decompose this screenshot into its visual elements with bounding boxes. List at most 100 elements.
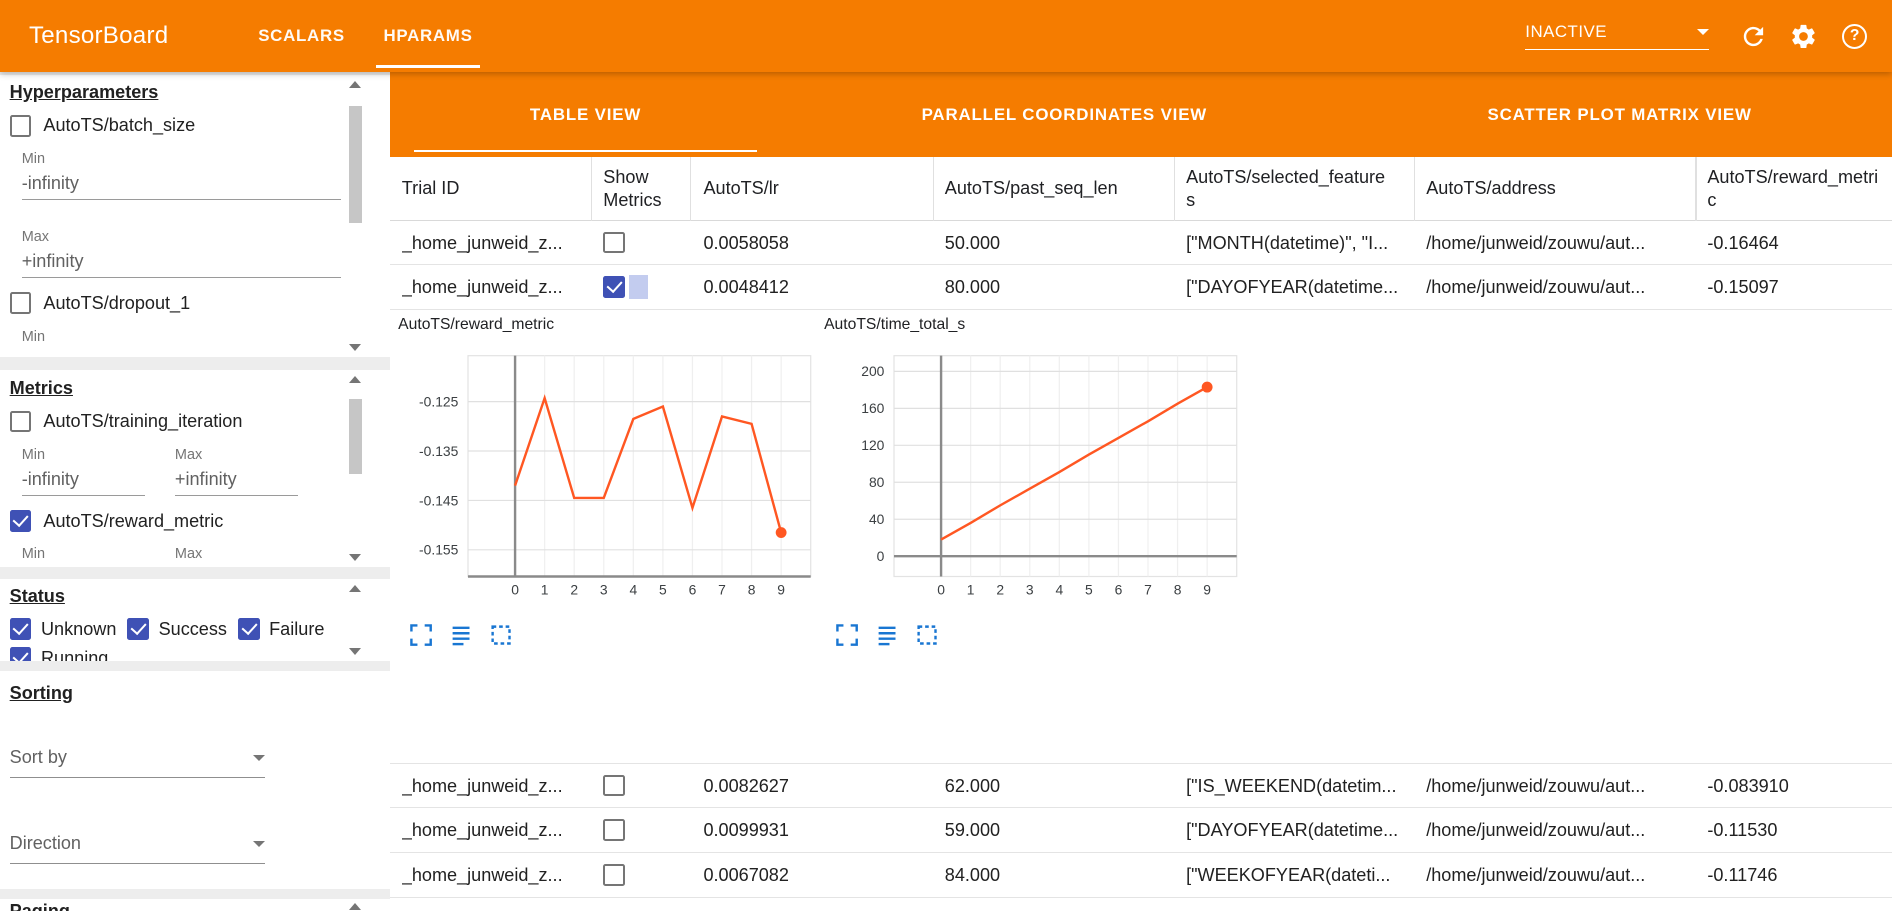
column-divider [1174,156,1176,221]
status-option-unknown[interactable]: Unknown [9,618,116,640]
show-metrics-checkbox[interactable] [603,231,626,254]
training-iteration-min-input[interactable]: -infinity [21,469,145,496]
status-option-failure[interactable]: Failure [237,618,324,640]
checkbox[interactable] [9,618,32,640]
gear-icon[interactable] [1788,21,1819,52]
scroll-up-icon[interactable] [348,902,361,910]
header-actions: INACTIVE [1525,0,1892,72]
reload-status-select[interactable]: INACTIVE [1525,22,1709,51]
section-scrollbar[interactable] [348,579,362,661]
checkbox[interactable] [9,410,32,433]
section-scrollbar[interactable] [348,370,362,567]
cell-past-seq-len: 62.000 [944,775,1001,796]
sort-by-select[interactable]: Sort by [9,747,266,778]
hparam-batch-size-toggle[interactable]: AutoTS/batch_size [9,115,380,137]
metric-reward-metric-toggle[interactable]: AutoTS/reward_metric [9,510,380,532]
table-header-row: Trial ID Show Metrics AutoTS/lr AutoTS/p… [389,156,1892,221]
batch-size-min-input[interactable]: -infinity [21,173,342,201]
column-header-selected-features[interactable]: AutoTS/selected_features [1186,166,1386,210]
tab-scatter-plot-matrix-view[interactable]: SCATTER PLOT MATRIX VIEW [1487,104,1752,124]
checkbox[interactable] [237,618,260,640]
chart-canvas-holder: 0 40 80 120 160 200 0 1 2 3 4 5 6 7 8 9 [818,340,1243,617]
direction-select[interactable]: Direction [9,833,266,864]
checkbox[interactable] [9,115,32,137]
cell-selected-features: ["WEEKOFYEAR(dateti... [1186,865,1391,886]
show-metrics-checkbox[interactable] [603,276,626,299]
column-divider [932,156,934,221]
column-header-past-seq-len[interactable]: AutoTS/past_seq_len [944,178,1118,199]
svg-text:3: 3 [1026,582,1034,598]
app-header: TensorBoard SCALARS HPARAMS INACTIVE [0,0,1892,73]
scroll-up-icon[interactable] [348,585,361,593]
scrollbar-thumb[interactable] [348,399,362,475]
chart-title: AutoTS/reward_metric [398,316,555,334]
checkbox-ripple [628,275,648,300]
section-title-metrics: Metrics [9,377,73,398]
maximize-icon[interactable] [409,623,433,647]
metric-training-iteration-toggle[interactable]: AutoTS/training_iteration [9,410,380,433]
max-label: Max [174,446,203,463]
dropout-min-input[interactable] [22,351,342,358]
min-label: Min [21,446,46,463]
status-option-running[interactable]: Running [9,647,108,662]
column-header-trial-id[interactable]: Trial ID [401,178,460,199]
scroll-down-icon[interactable] [348,344,361,351]
tab-hparams[interactable]: HPARAMS [364,0,492,72]
column-header-lr[interactable]: AutoTS/lr [703,178,779,199]
checkbox[interactable] [127,618,149,640]
maximize-icon[interactable] [835,623,859,647]
min-label: Min [21,546,46,563]
table-row: _home_junweid_z... 0.0099931 59.000 ["DA… [389,808,1892,854]
chart-plot[interactable]: 0 40 80 120 160 200 0 1 2 3 4 5 6 7 8 9 [818,340,1243,611]
show-metrics-checkbox[interactable] [603,819,626,841]
column-header-address[interactable]: AutoTS/address [1426,178,1556,199]
cell-reward-metric: -0.16464 [1707,232,1779,253]
reset-zoom-icon[interactable] [915,623,939,647]
min-label: Min [21,328,46,345]
data-table-icon[interactable] [875,623,899,647]
help-icon[interactable] [1839,21,1870,52]
data-table-icon[interactable] [449,623,473,647]
svg-text:5: 5 [1085,582,1093,598]
section-scrollbar[interactable] [348,899,362,911]
metric-label: AutoTS/reward_metric [43,510,224,531]
status-option-success[interactable]: Success [127,618,227,640]
scroll-down-icon[interactable] [348,554,361,561]
chart-plot[interactable]: -0.125 -0.135 -0.145 -0.155 0 1 2 3 4 5 6 7 8 9 [392,340,817,611]
reset-zoom-icon[interactable] [489,623,513,647]
svg-text:8: 8 [748,582,756,598]
training-iteration-max-input[interactable]: +infinity [174,469,298,496]
reload-status-value: INACTIVE [1525,22,1607,42]
metric-label: AutoTS/training_iteration [43,411,243,432]
scrollbar-thumb[interactable] [348,106,362,224]
hparams-main: TABLE VIEW PARALLEL COORDINATES VIEW SCA… [389,72,1892,911]
checkbox[interactable] [9,510,32,532]
batch-size-max-input[interactable]: +infinity [21,251,342,278]
hparam-dropout-toggle[interactable]: AutoTS/dropout_1 [9,292,380,315]
cell-lr: 0.0067082 [703,865,789,886]
svg-text:1: 1 [967,582,975,598]
column-header-show-metrics[interactable]: Show Metrics [603,166,662,210]
tab-parallel-coordinates-view[interactable]: PARALLEL COORDINATES VIEW [921,104,1208,124]
chevron-down-icon [253,840,266,847]
show-metrics-checkbox[interactable] [603,863,626,886]
scroll-up-icon[interactable] [348,376,361,384]
scroll-down-icon[interactable] [348,648,361,655]
refresh-icon[interactable] [1738,21,1769,52]
checkbox[interactable] [9,292,32,315]
checkbox[interactable] [9,647,32,662]
cell-address: /home/junweid/zouwu/aut... [1426,820,1646,841]
column-header-reward-metric[interactable]: AutoTS/reward_metric [1707,166,1879,210]
section-title-sorting: Sorting [9,682,73,703]
reward-metric-chart: AutoTS/reward_metric -0.125 -0.135 -0.145-… [392,316,817,647]
svg-text:40: 40 [869,511,885,527]
svg-text:6: 6 [1115,582,1123,598]
show-metrics-checkbox[interactable] [603,774,626,797]
section-scrollbar[interactable] [348,75,362,357]
tab-scalars[interactable]: SCALARS [258,26,345,45]
svg-text:2: 2 [996,582,1004,598]
scroll-up-icon[interactable] [348,81,361,88]
header-nav-tabs: SCALARS HPARAMS [239,0,492,72]
tab-table-view[interactable]: TABLE VIEW [390,72,782,156]
